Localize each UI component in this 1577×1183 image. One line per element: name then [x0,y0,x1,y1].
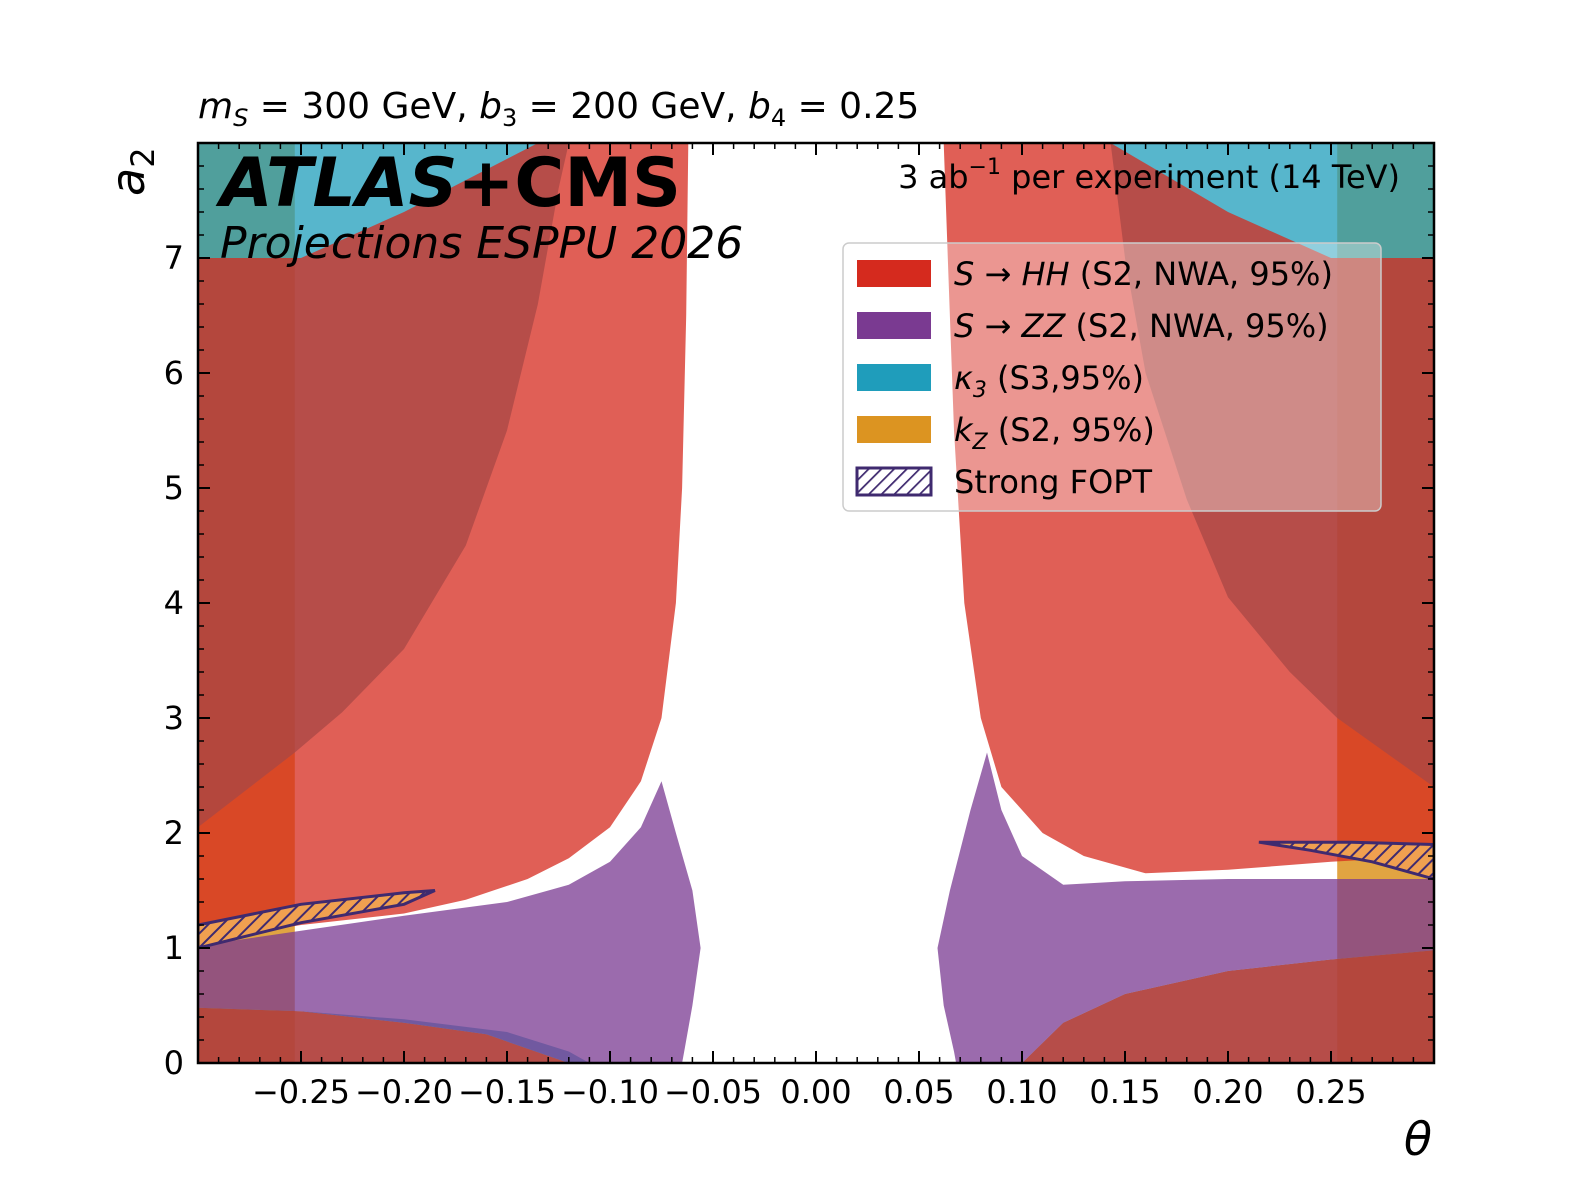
legend-label-k3: κ3 (S3,95%) [954,359,1144,403]
legend-label-hh: S → HH (S2, NWA, 95%) [954,255,1333,293]
x-tick-label: −0.25 [252,1073,350,1111]
x-tick-label: 0.20 [1192,1073,1263,1111]
x-tick-label: −0.05 [664,1073,762,1111]
legend-label-zz: S → ZZ (S2, NWA, 95%) [954,307,1329,345]
chart-title: mS = 300 GeV, b3 = 200 GeV, b4 = 0.25 [198,86,919,132]
y-tick-label: 4 [164,584,184,622]
region-fopt-11 [1258,840,1434,881]
y-tick-label: 0 [164,1044,184,1082]
legend-swatch-zz [857,312,931,339]
legend-swatch-fopt [855,466,933,497]
x-tick-label: −0.20 [355,1073,453,1111]
x-tick-label: 0.15 [1089,1073,1160,1111]
region-zz-9 [937,752,1434,1063]
region-zz-8 [198,781,701,1063]
x-tick-label: 0.00 [780,1073,851,1111]
x-axis-label: θ [1404,1112,1432,1166]
lumi-label: 3 ab−1 per experiment (14 TeV) [898,155,1400,196]
y-tick-label: 3 [164,699,184,737]
legend-swatch-k3 [857,364,931,391]
legend-label-kz: kZ (S2, 95%) [954,411,1155,455]
region-fopt-10 [198,889,436,950]
legend-swatch-hh [857,260,931,287]
x-tick-label: 0.05 [883,1073,954,1111]
x-tick-label: 0.25 [1295,1073,1366,1111]
x-tick-label: −0.15 [458,1073,556,1111]
experiment-label: ATLAS+CMS [215,144,681,223]
legend-swatch-kz [857,416,931,443]
plot-area [198,143,1434,1063]
legend-label-fopt: Strong FOPT [954,463,1153,501]
y-tick-label: 5 [164,469,184,507]
legend-frame [842,242,1382,512]
projection-label: Projections ESPPU 2026 [220,218,743,269]
y-tick-label: 1 [164,929,184,967]
y-tick-label: 7 [164,239,184,277]
x-tick-label: 0.10 [986,1073,1057,1111]
region-hh-7 [943,143,1434,1063]
y-tick-label: 6 [164,354,184,392]
x-tick-label: −0.10 [561,1073,659,1111]
region-hh-6 [198,143,689,1063]
y-tick-label: 2 [164,814,184,852]
legend: S → HH (S2, NWA, 95%) S → ZZ (S2, NWA, 95… [842,242,1382,512]
y-axis-label: a2 [101,147,162,196]
